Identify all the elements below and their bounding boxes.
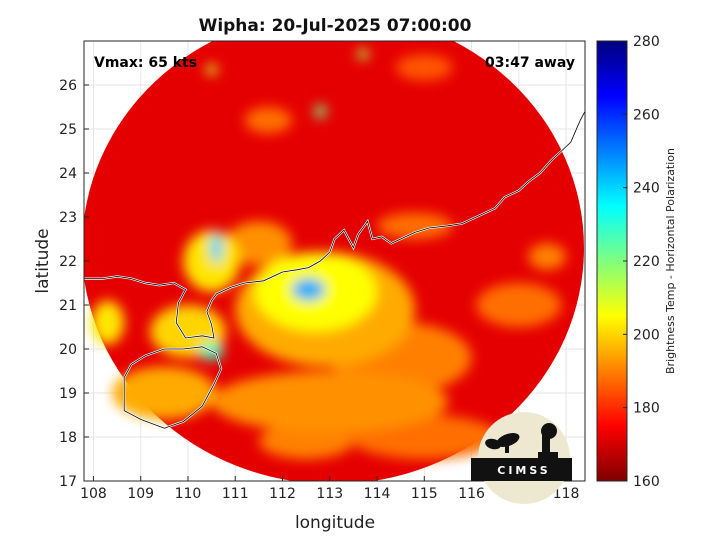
x-tick-label: 110 [175,486,202,502]
swath-layer [84,41,585,481]
y-axis-label: latitude [33,228,53,293]
y-tick-label: 22 [59,254,77,270]
y-tick-label: 19 [59,386,77,402]
convection-feature [314,104,326,118]
island-outline-shadow [123,346,222,429]
colorbar-label: Brightness Temp - Horizontal Polarizatio… [664,148,677,374]
convection-feature [244,107,292,134]
y-tick-label: 17 [59,474,77,490]
vmax-annotation: Vmax: 65 kts [94,55,197,71]
colorbar-ticks: 160 180 200 220 240 260 280 [623,34,660,490]
colorbar-tick-label: 280 [633,34,660,50]
colorbar-tick-label: 200 [633,327,660,343]
y-tick-label: 23 [59,210,77,226]
convection-feature [205,64,218,75]
y-tick-label: 25 [59,122,77,138]
y-tick-label: 21 [59,298,77,314]
convection-feature [211,371,448,433]
cimss-logo-text: CIMSS [497,464,550,477]
y-tick-label: 20 [59,342,77,358]
colorbar-tick-label: 260 [633,107,660,123]
convection-feature [377,212,453,239]
x-tick-label: 116 [458,486,485,502]
convection-feature [528,243,567,270]
x-tick-label: 111 [222,486,249,502]
convection-feature [476,283,562,327]
convection-feature [357,48,369,60]
colorbar: 160 180 200 220 240 260 280 Brightness Temp - … [596,34,677,490]
convection-feature [395,54,453,81]
convection-feature [258,423,354,459]
convection-feature [210,232,223,264]
coastline-shadow [84,111,585,339]
convection-feature [183,230,240,292]
x-tick-label: 114 [364,486,391,502]
time-away-annotation: 03:47 away [485,55,575,71]
x-axis-label: longitude [295,513,375,533]
x-tick-label: 115 [411,486,438,502]
x-tick-label: 113 [316,486,343,502]
colorbar-tick-label: 160 [633,474,660,490]
colorbar-gradient [596,40,628,482]
cimss-logo: CIMSS [471,412,572,504]
x-tick-label: 109 [127,486,154,502]
y-tick-label: 26 [59,78,77,94]
x-tick-label: 108 [80,486,107,502]
colorbar-tick-label: 180 [633,401,660,417]
colorbar-tick-label: 240 [633,181,660,197]
y-axis-ticks: 17 18 19 20 21 22 23 24 25 26 [59,78,89,490]
x-tick-label: 112 [269,486,296,502]
convection-feature [112,366,217,420]
y-tick-label: 24 [59,166,77,182]
chart-title: Wipha: 20-Jul-2025 07:00:00 [199,16,472,36]
y-tick-label: 18 [59,430,77,446]
convection-feature [291,278,326,301]
convection-feature [225,221,292,266]
x-tick-label: 118 [553,486,580,502]
convection-feature [91,300,125,345]
colorbar-tick-label: 220 [633,254,660,270]
